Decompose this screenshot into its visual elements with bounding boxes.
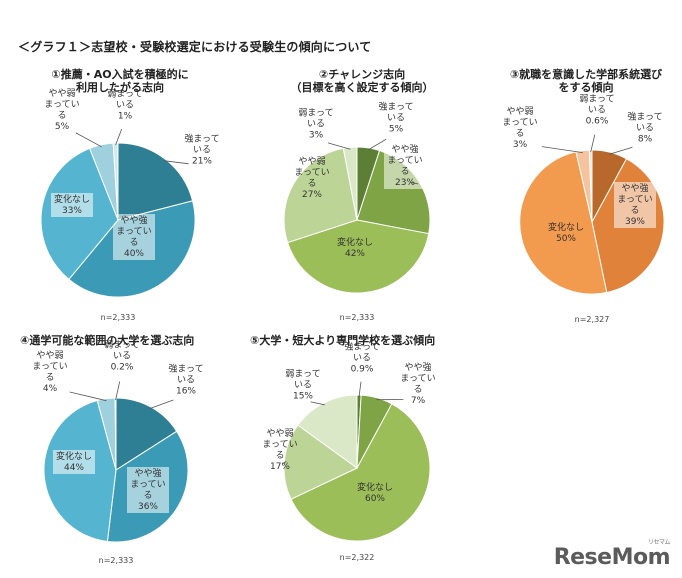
slice-label: やや弱まっている 17% (262, 428, 297, 472)
slice-label: 弱まっている 3% (298, 108, 333, 141)
pie-slice (519, 151, 608, 295)
leader-line (281, 461, 287, 465)
leader-line (541, 146, 583, 153)
leader-line (310, 401, 325, 406)
pie-slice (290, 403, 431, 542)
slice-label: 強まっている 0.9% (344, 341, 379, 375)
sample-size-note: n=2,333 (101, 313, 136, 322)
slice-label: 変化なし 60% (357, 481, 393, 504)
leader-line (149, 399, 174, 409)
slice-label: やや弱まっている 27% (294, 156, 329, 200)
pie-slice (115, 397, 178, 471)
pie-slice (588, 149, 593, 223)
slice-label-bg (53, 450, 95, 474)
slice-label: やや強まっている 7% (400, 361, 435, 406)
sample-size-note: n=2,333 (340, 313, 375, 322)
slice-label-bg (51, 193, 93, 217)
page-title: ＜グラフ１＞志望校・受験校選定における受験生の傾向について (18, 40, 372, 54)
slice-label: 強まっている 5% (378, 101, 413, 135)
chart-title-1: ①推薦・AO入試を積極的に 利用したがる志向 (51, 68, 189, 94)
slice-label: やや強まっている 36% (130, 467, 165, 512)
chart-title-5: ⑤大学・短大より専門学校を選ぶ傾向 (250, 334, 436, 347)
leader-line (75, 132, 102, 148)
chart-title-3: ③就職を意識した学部系統選び をする傾向 (509, 68, 663, 94)
slice-label: やや強まっている 40% (116, 214, 151, 259)
slice-label-bg (614, 182, 656, 228)
slice-label: 変化なし 42% (337, 236, 373, 259)
pie-chart-1: 強まっている 21% やや強まっている 40% 変化なし 33% やや弱まっている 5% 弱まっ… (40, 88, 220, 322)
pie-chart-2: 強まっている 5% やや強まっている 23% 変化なし 42% やや弱まっている 27% 弱まっ… (283, 101, 431, 322)
leader-line (358, 381, 362, 398)
slice-label: 弱まっている 1% (107, 89, 142, 122)
resemom-logo: リセマム ReseMom (553, 539, 671, 570)
pie-slice (112, 142, 119, 221)
slice-label-bg (384, 143, 426, 189)
pie-slice (297, 394, 358, 469)
slice-label: やや強まっている 23% (387, 143, 422, 188)
leader-line (609, 146, 633, 155)
slice-label: 強まっている 21% (184, 133, 219, 167)
slice-label: 強まっている 8% (627, 111, 662, 145)
pie-chart-3: 強まっている 8% やや強まっている 39% 変化なし 50% やや弱まっている 3% 弱まって… (502, 94, 665, 324)
slice-label: やや弱まっている 4% (32, 350, 67, 394)
leader-line (327, 142, 351, 150)
pie-slice (286, 219, 430, 294)
pie-chart-5: 強まっている 0.9% やや強まっている 7% 変化なし 60% やや弱まっている 17% 弱ま… (262, 341, 435, 563)
sample-size-note: n=2,327 (575, 315, 610, 324)
chart-title-4: ④通学可能な範囲の大学を選ぶ志向 (20, 334, 195, 347)
pie-slice (342, 146, 358, 221)
slice-label: 変化なし 44% (56, 450, 92, 473)
leader-line (115, 381, 121, 401)
slice-label: 強まっている 16% (168, 363, 203, 397)
sample-size-note: n=2,322 (340, 553, 375, 562)
leader-line (115, 128, 123, 146)
slice-label-bg (127, 467, 169, 513)
leader-line (367, 138, 387, 151)
slice-label: 変化なし 33% (54, 193, 90, 216)
slice-label: 変化なし 50% (548, 221, 584, 244)
slice-label: 弱まっている 15% (285, 369, 320, 402)
pie-slice (117, 142, 194, 221)
leader-line (409, 181, 419, 185)
slice-label: やや弱まっている 3% (502, 106, 537, 150)
pie-slice (283, 147, 358, 244)
pie-chart-4: 強まっている 16% やや強まっている 36% 変化なし 44% やや弱まっている 4% 弱まっ… (32, 340, 203, 566)
leader-line (69, 391, 107, 402)
leader-line (163, 160, 189, 165)
pie-slice (283, 424, 358, 500)
slice-label: 弱まっている 0.6% (579, 94, 614, 127)
chart-title-2: ②チャレンジ志向 （目標を高く設定する傾向） (290, 68, 434, 94)
sample-size-note: n=2,333 (99, 556, 134, 565)
slice-label: やや強まっている 39% (617, 182, 652, 227)
slice-label: 弱まっている 0.2% (104, 340, 139, 373)
slice-label: やや弱まっている 5% (44, 88, 79, 132)
leader-line (590, 134, 596, 153)
slice-label-bg (113, 214, 155, 260)
